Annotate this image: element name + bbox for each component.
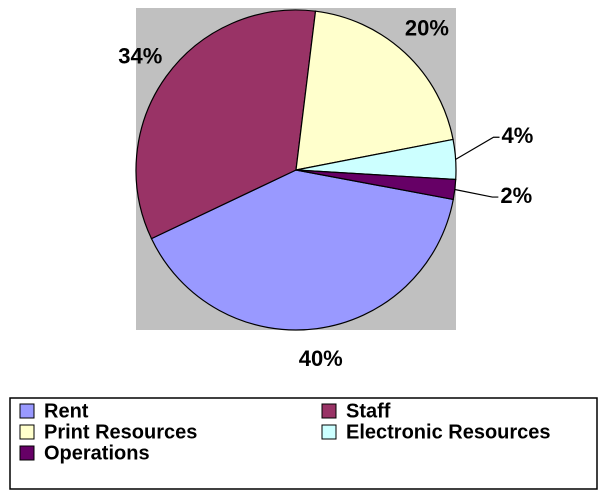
data-label: 2% [500, 183, 532, 208]
legend-swatch [19, 403, 35, 419]
legend-label: Rent [44, 400, 89, 422]
data-label: 34% [118, 44, 162, 69]
legend-label: Electronic Resources [346, 421, 551, 443]
legend-swatch [19, 424, 35, 440]
pie-slice [150, 169, 454, 331]
data-label: 4% [502, 123, 534, 148]
legend-label: Operations [44, 442, 150, 464]
pie-slice [295, 169, 457, 201]
legend-label: Staff [346, 400, 391, 422]
data-label: 40% [299, 346, 343, 371]
legend-label: Print Resources [44, 421, 197, 443]
legend-swatch [321, 403, 337, 419]
leader-line [454, 188, 499, 198]
legend-swatch [19, 445, 35, 461]
pie-slice [135, 9, 317, 240]
leader-line [455, 136, 500, 160]
legend-swatch [321, 424, 337, 440]
data-label: 20% [405, 15, 449, 40]
pie-slice [295, 10, 454, 171]
legend-box [9, 397, 598, 490]
